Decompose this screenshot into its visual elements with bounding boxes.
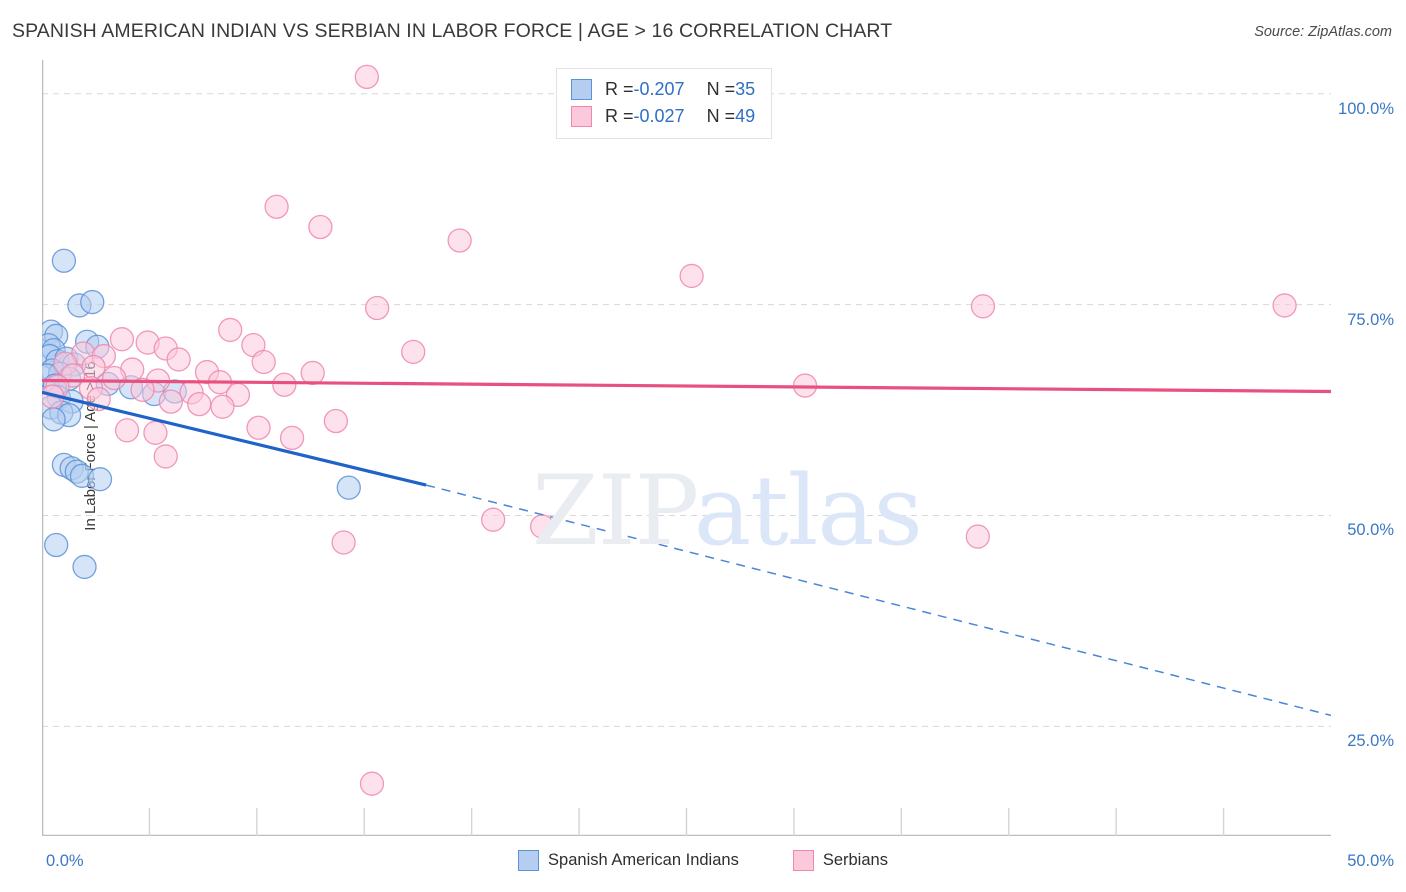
stats-row-serbians: R = -0.027 N = 49 [571,103,755,130]
data-point [102,365,127,391]
legend-label-serbians: Serbians [822,851,888,869]
legend-item-spanish-american-indians[interactable]: Spanish American Indians [518,850,739,871]
trend-line-spanish-american-indians [41,390,427,487]
y-axis-tick-label: 25.0% [1347,732,1394,751]
data-point [251,349,276,375]
data-point [130,377,155,402]
x-axis-max-label: 50.0% [1347,852,1394,870]
legend-label-spanish-american-indians: Spanish American Indians [548,851,739,869]
trend-line-spanish-american-indians-extrapolated [425,484,1332,717]
data-point [187,391,212,417]
x-axis-min-label: 0.0% [46,852,84,870]
series-legend: Spanish American Indians Serbians [0,850,1406,871]
data-point [1272,293,1297,318]
n-label-blue: N = [706,79,736,99]
correlation-stats-legend: R = -0.207 N = 35 R = -0.027 N = 49 [556,68,773,139]
data-point [336,475,361,500]
trend-line-serbians [41,378,1332,394]
data-point [264,194,289,219]
legend-swatch-blue [571,79,592,100]
data-point [166,347,191,372]
data-point [279,425,305,451]
data-point [679,263,704,289]
data-point [300,360,325,386]
data-point [529,514,555,539]
y-axis-tick-label: 50.0% [1347,521,1394,540]
r-label-blue: R = [605,79,634,99]
data-point [970,294,996,319]
r-value-blue: -0.207 [633,79,685,99]
plot-area: ZIPatlas [35,60,1332,837]
r-value-pink: -0.027 [633,106,685,126]
y-axis-tick-label: 100.0% [1338,99,1394,118]
data-point [72,554,97,580]
data-point [114,418,140,443]
y-axis-tick-label: 75.0% [1347,310,1394,329]
n-label-pink: N = [706,106,736,126]
legend-swatch-pink [571,106,592,127]
legend-swatch-spanish-american-indians [518,850,540,871]
data-point [143,420,168,445]
n-value-blue: 35 [735,79,756,99]
data-point [354,64,379,90]
data-point [87,467,113,492]
n-value-pink: 49 [735,106,756,126]
stats-row-spanish-american-indians: R = -0.207 N = 35 [571,76,755,103]
data-point [44,532,69,558]
data-point [51,248,77,273]
page-title: SPANISH AMERICAN INDIAN VS SERBIAN IN LA… [12,20,893,42]
data-point [480,507,506,532]
data-point [153,444,178,469]
data-point [331,530,356,555]
legend-item-serbians[interactable]: Serbians [792,850,888,871]
data-point [323,408,349,434]
r-label-pink: R = [605,106,634,126]
data-point [80,289,105,315]
data-point [447,228,472,253]
legend-swatch-serbians [792,850,814,871]
scatter-svg [35,60,1332,837]
data-point [272,372,297,397]
data-point [210,394,235,419]
data-point [246,415,271,440]
data-point [359,771,385,796]
data-point [81,354,106,380]
series-points-serbians [40,64,1297,796]
data-point [401,339,426,364]
data-point [364,295,390,321]
data-point [218,317,243,343]
data-point [308,214,333,240]
data-point [965,524,990,549]
data-point [158,389,184,414]
data-point [41,407,66,432]
data-point [109,327,135,352]
source-attribution: Source: ZipAtlas.com [1254,24,1392,40]
